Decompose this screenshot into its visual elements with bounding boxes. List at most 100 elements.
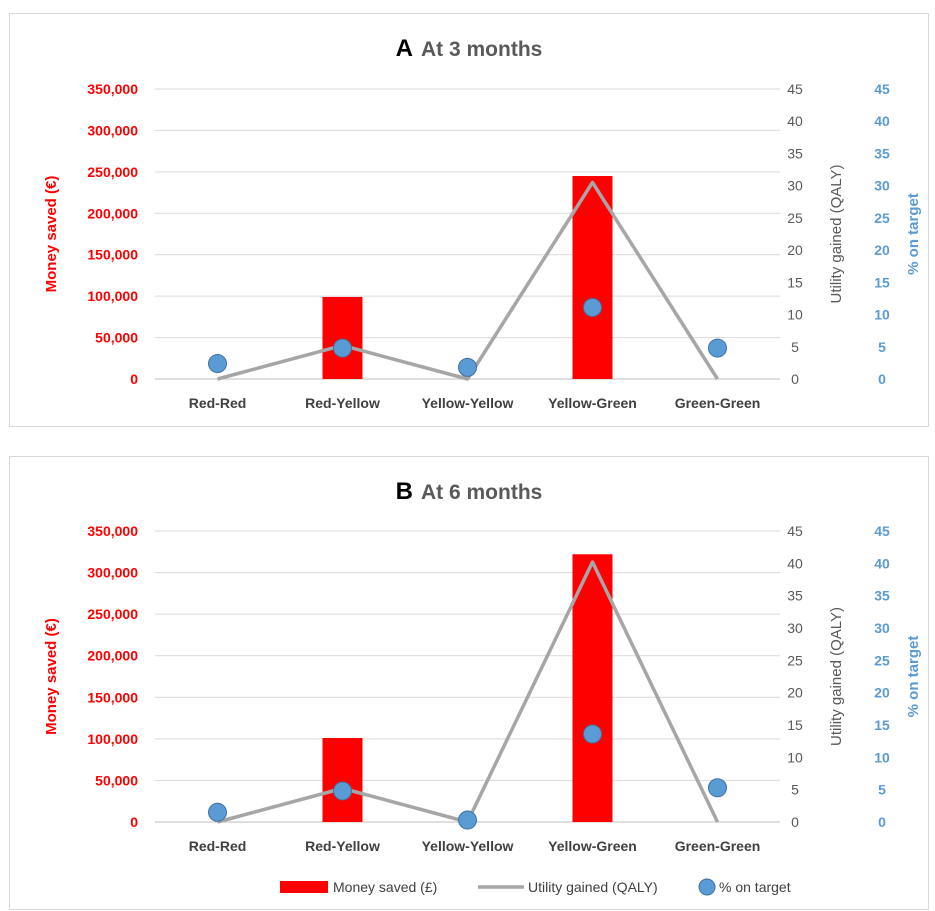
chart0-marker: [333, 338, 352, 358]
chart1-ylabel-left: Money saved (€): [43, 618, 60, 735]
chart1-marker: [458, 810, 477, 830]
chart1-bar: [572, 554, 613, 822]
chart0-ytick-mid: 0: [791, 371, 799, 387]
chart0-panel-letter: A: [396, 35, 413, 62]
chart1-ytick-right: 30: [874, 620, 890, 636]
chart1-ytick-right: 20: [874, 685, 890, 701]
chart0-ytick-mid: 30: [787, 178, 803, 194]
chart1-ytick-left: 100,000: [87, 731, 138, 747]
chart0-marker: [208, 354, 227, 374]
chart0-ytick-left: 300,000: [87, 122, 138, 138]
chart0-ytick-mid: 20: [787, 242, 803, 258]
chart1-marker: [333, 781, 352, 801]
chart0-ytick-left: 50,000: [95, 330, 138, 346]
chart1-xtick: Yellow-Yellow: [422, 838, 514, 854]
chart0-title-text: At 3 months: [421, 38, 542, 61]
chart0-bar: [322, 296, 363, 379]
chart1-ytick-left: 300,000: [87, 565, 138, 581]
chart0-ytick-mid: 45: [787, 81, 803, 97]
chart1-marker: [583, 724, 602, 744]
chart1-ytick-left: 50,000: [95, 772, 138, 788]
chart0-ytick-right: 5: [878, 339, 886, 355]
chart1-ylabel-right: % on target: [905, 636, 922, 718]
chart0-ytick-right: 0: [878, 371, 886, 387]
chart0-ytick-left: 350,000: [87, 81, 138, 97]
chart0-ytick-mid: 35: [787, 145, 803, 161]
chart1-ylabel-mid: Utility gained (QALY): [828, 607, 845, 746]
chart0-utility-line: [217, 180, 719, 381]
chart1-ytick-left: 0: [130, 814, 138, 830]
chart1-ytick-right: 35: [874, 588, 890, 604]
chart1-ytick-mid: 20: [787, 685, 803, 701]
chart1-ytick-mid: 30: [787, 620, 803, 636]
chart0-ytick-mid: 10: [787, 307, 803, 323]
chart1-ytick-left: 250,000: [87, 606, 138, 622]
chart0-ytick-left: 150,000: [87, 247, 138, 263]
chart0-ytick-right: 45: [874, 81, 890, 97]
chart0-ytick-mid: 25: [787, 210, 803, 226]
chart0-ylabel-right: % on target: [905, 193, 922, 275]
chart1-bar: [322, 738, 363, 822]
chart1-xtick: Green-Green: [675, 838, 761, 854]
chart0-marker: [583, 297, 602, 317]
chart0-xtick: Green-Green: [675, 395, 761, 411]
chart1-ytick-right: 5: [878, 782, 886, 798]
chart1-ytick-right: 10: [874, 749, 890, 765]
chart1-ytick-right: 0: [878, 814, 886, 830]
chart0-ytick-right: 40: [874, 113, 890, 129]
chart0-ytick-right: 15: [874, 274, 890, 290]
chart0-ytick-right: 10: [874, 307, 890, 323]
chart1-xtick: Red-Yellow: [305, 838, 380, 854]
chart1-ytick-left: 200,000: [87, 648, 138, 664]
chart0-ytick-left: 0: [130, 371, 138, 387]
legend-swatch-marker: [698, 878, 716, 896]
chart1-xtick: Red-Red: [189, 838, 247, 854]
chart1-ytick-mid: 5: [791, 782, 799, 798]
legend-label-utility: Utility gained (QALY): [528, 879, 658, 895]
chart0-xtick: Yellow-Green: [548, 395, 637, 411]
chart-a-svg: A At 3 months 0 50,000 100,000 150,000 200,000…: [43, 35, 922, 411]
chart1-title-text: At 6 months: [421, 481, 542, 504]
chart1-ytick-left: 150,000: [87, 689, 138, 705]
legend-label-target: % on target: [719, 879, 791, 895]
chart0-title: A At 3 months: [396, 35, 543, 62]
chart1-ytick-mid: 45: [787, 523, 803, 539]
chart1-ytick-right: 45: [874, 523, 890, 539]
chart-b-svg: B At 6 months 0 50,000 100,000 150,000 200,000…: [43, 478, 922, 896]
chart-panel-a: A At 3 months 0 50,000 100,000 150,000 200,000…: [9, 13, 929, 427]
chart0-ytick-mid: 5: [791, 339, 799, 355]
chart1-title: B At 6 months: [396, 478, 543, 505]
chart0-ytick-right: 30: [874, 178, 890, 194]
chart1-ytick-left: 350,000: [87, 523, 138, 539]
chart1-xtick: Yellow-Green: [548, 838, 637, 854]
chart0-marker: [708, 338, 727, 358]
chart1-ytick-right: 40: [874, 555, 890, 571]
chart0-ytick-mid: 40: [787, 113, 803, 129]
chart0-ytick-left: 200,000: [87, 205, 138, 221]
chart1-ytick-mid: 15: [787, 717, 803, 733]
chart0-ytick-left: 100,000: [87, 288, 138, 304]
chart0-ytick-right: 20: [874, 242, 890, 258]
chart0-ylabel-left: Money saved (€): [43, 176, 60, 293]
chart0-xtick: Red-Yellow: [305, 395, 380, 411]
legend-swatch-bar: [280, 881, 328, 893]
chart0-marker: [458, 357, 477, 377]
chart0-ytick-left: 250,000: [87, 164, 138, 180]
chart1-ytick-mid: 10: [787, 749, 803, 765]
chart0-ytick-right: 35: [874, 145, 890, 161]
chart0-bar: [572, 176, 613, 379]
chart1-panel-letter: B: [396, 478, 413, 505]
chart0-ytick-mid: 15: [787, 274, 803, 290]
chart1-ytick-right: 25: [874, 652, 890, 668]
legend: Money saved (£) Utility gained (QALY) % on…: [280, 878, 791, 896]
chart-panel-b: B At 6 months 0 50,000 100,000 150,000 200,000…: [9, 456, 929, 910]
chart0-xtick: Red-Red: [189, 395, 247, 411]
legend-label-money: Money saved (£): [333, 879, 437, 895]
chart1-marker: [208, 802, 227, 822]
chart1-ytick-mid: 25: [787, 652, 803, 668]
chart1-ytick-mid: 0: [791, 814, 799, 830]
chart1-utility-line: [217, 560, 720, 824]
chart0-ytick-right: 25: [874, 210, 890, 226]
chart1-ytick-right: 15: [874, 717, 890, 733]
chart0-xtick: Yellow-Yellow: [422, 395, 514, 411]
